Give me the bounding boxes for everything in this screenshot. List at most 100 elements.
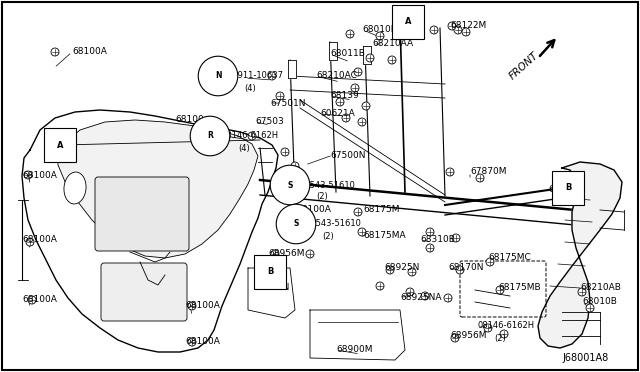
Circle shape bbox=[426, 228, 434, 236]
Circle shape bbox=[456, 266, 464, 274]
Text: 67500N: 67500N bbox=[330, 151, 365, 160]
Text: (2): (2) bbox=[322, 231, 333, 241]
Polygon shape bbox=[310, 310, 405, 360]
Text: 68956M: 68956M bbox=[450, 331, 486, 340]
Circle shape bbox=[406, 288, 414, 296]
Circle shape bbox=[376, 32, 384, 40]
Text: 68100A: 68100A bbox=[22, 295, 57, 305]
Circle shape bbox=[26, 238, 34, 246]
Circle shape bbox=[376, 282, 384, 290]
Circle shape bbox=[430, 26, 438, 34]
Circle shape bbox=[578, 288, 586, 296]
Text: 68010B: 68010B bbox=[582, 298, 617, 307]
Circle shape bbox=[454, 26, 462, 34]
Polygon shape bbox=[58, 120, 258, 258]
Text: 68175MB: 68175MB bbox=[498, 283, 541, 292]
Text: 68210AB: 68210AB bbox=[580, 283, 621, 292]
Circle shape bbox=[358, 228, 366, 236]
Text: 08543-51610: 08543-51610 bbox=[300, 180, 356, 189]
Text: S: S bbox=[287, 180, 292, 189]
Text: 68100A: 68100A bbox=[185, 337, 220, 346]
Text: 08911-10637: 08911-10637 bbox=[228, 71, 284, 80]
Text: 68100A: 68100A bbox=[72, 48, 107, 57]
Circle shape bbox=[452, 234, 460, 242]
Text: 68100A: 68100A bbox=[22, 235, 57, 244]
Circle shape bbox=[248, 132, 256, 140]
Circle shape bbox=[451, 334, 459, 342]
Text: S: S bbox=[293, 219, 299, 228]
Circle shape bbox=[366, 54, 374, 62]
Circle shape bbox=[336, 98, 344, 106]
Text: 68600B: 68600B bbox=[548, 186, 583, 195]
Circle shape bbox=[291, 162, 299, 170]
Polygon shape bbox=[22, 110, 278, 352]
Polygon shape bbox=[288, 60, 296, 78]
Text: A: A bbox=[404, 17, 412, 26]
Polygon shape bbox=[248, 268, 295, 318]
Circle shape bbox=[354, 208, 362, 216]
Circle shape bbox=[24, 171, 32, 179]
Circle shape bbox=[358, 118, 366, 126]
Circle shape bbox=[346, 30, 354, 38]
Text: B: B bbox=[267, 267, 273, 276]
Text: 68921N: 68921N bbox=[254, 283, 289, 292]
Text: R: R bbox=[207, 131, 213, 141]
Text: 68122M: 68122M bbox=[450, 22, 486, 31]
Circle shape bbox=[496, 286, 504, 294]
Text: 68100A: 68100A bbox=[296, 205, 331, 215]
Circle shape bbox=[28, 296, 36, 304]
FancyBboxPatch shape bbox=[95, 177, 189, 251]
Text: (2): (2) bbox=[316, 192, 328, 202]
Circle shape bbox=[446, 168, 454, 176]
Text: N: N bbox=[215, 71, 221, 80]
Text: 68210AA: 68210AA bbox=[372, 39, 413, 48]
Circle shape bbox=[394, 22, 402, 30]
Text: 68310B: 68310B bbox=[420, 235, 455, 244]
Text: 68100: 68100 bbox=[175, 115, 204, 125]
Circle shape bbox=[486, 258, 494, 266]
Ellipse shape bbox=[64, 172, 86, 204]
FancyBboxPatch shape bbox=[101, 263, 187, 321]
Text: 68011B: 68011B bbox=[330, 49, 365, 58]
Circle shape bbox=[476, 174, 484, 182]
Text: 67870M: 67870M bbox=[470, 167, 506, 176]
Text: 67503: 67503 bbox=[255, 118, 284, 126]
Text: 68175MC: 68175MC bbox=[488, 253, 531, 263]
Polygon shape bbox=[329, 42, 337, 60]
Circle shape bbox=[351, 84, 359, 92]
Text: 67501N: 67501N bbox=[270, 99, 305, 108]
Circle shape bbox=[354, 68, 362, 76]
Text: (4): (4) bbox=[238, 144, 250, 153]
Circle shape bbox=[51, 48, 59, 56]
Circle shape bbox=[421, 292, 429, 300]
Text: 68100A: 68100A bbox=[22, 170, 57, 180]
Circle shape bbox=[306, 250, 314, 258]
Circle shape bbox=[426, 244, 434, 252]
Text: 68956M: 68956M bbox=[268, 250, 305, 259]
Circle shape bbox=[188, 302, 196, 310]
Circle shape bbox=[444, 294, 452, 302]
Circle shape bbox=[386, 266, 394, 274]
Circle shape bbox=[291, 196, 299, 204]
Text: FRONT: FRONT bbox=[508, 51, 541, 81]
Polygon shape bbox=[363, 46, 371, 64]
Text: 68170N: 68170N bbox=[448, 263, 483, 273]
Text: 08543-51610: 08543-51610 bbox=[306, 219, 362, 228]
Circle shape bbox=[462, 28, 470, 36]
Text: B: B bbox=[565, 183, 571, 192]
Text: 68175MA: 68175MA bbox=[363, 231, 406, 241]
Text: (4): (4) bbox=[244, 83, 256, 93]
Circle shape bbox=[342, 114, 350, 122]
Text: 60621A: 60621A bbox=[320, 109, 355, 119]
Circle shape bbox=[448, 22, 456, 30]
Circle shape bbox=[281, 148, 289, 156]
Circle shape bbox=[388, 56, 396, 64]
Text: 68010B: 68010B bbox=[362, 26, 397, 35]
Circle shape bbox=[500, 330, 508, 338]
Circle shape bbox=[586, 304, 594, 312]
Text: 68900M: 68900M bbox=[336, 346, 372, 355]
Circle shape bbox=[271, 250, 279, 258]
Circle shape bbox=[362, 102, 370, 110]
Circle shape bbox=[276, 92, 284, 100]
Polygon shape bbox=[538, 162, 622, 348]
